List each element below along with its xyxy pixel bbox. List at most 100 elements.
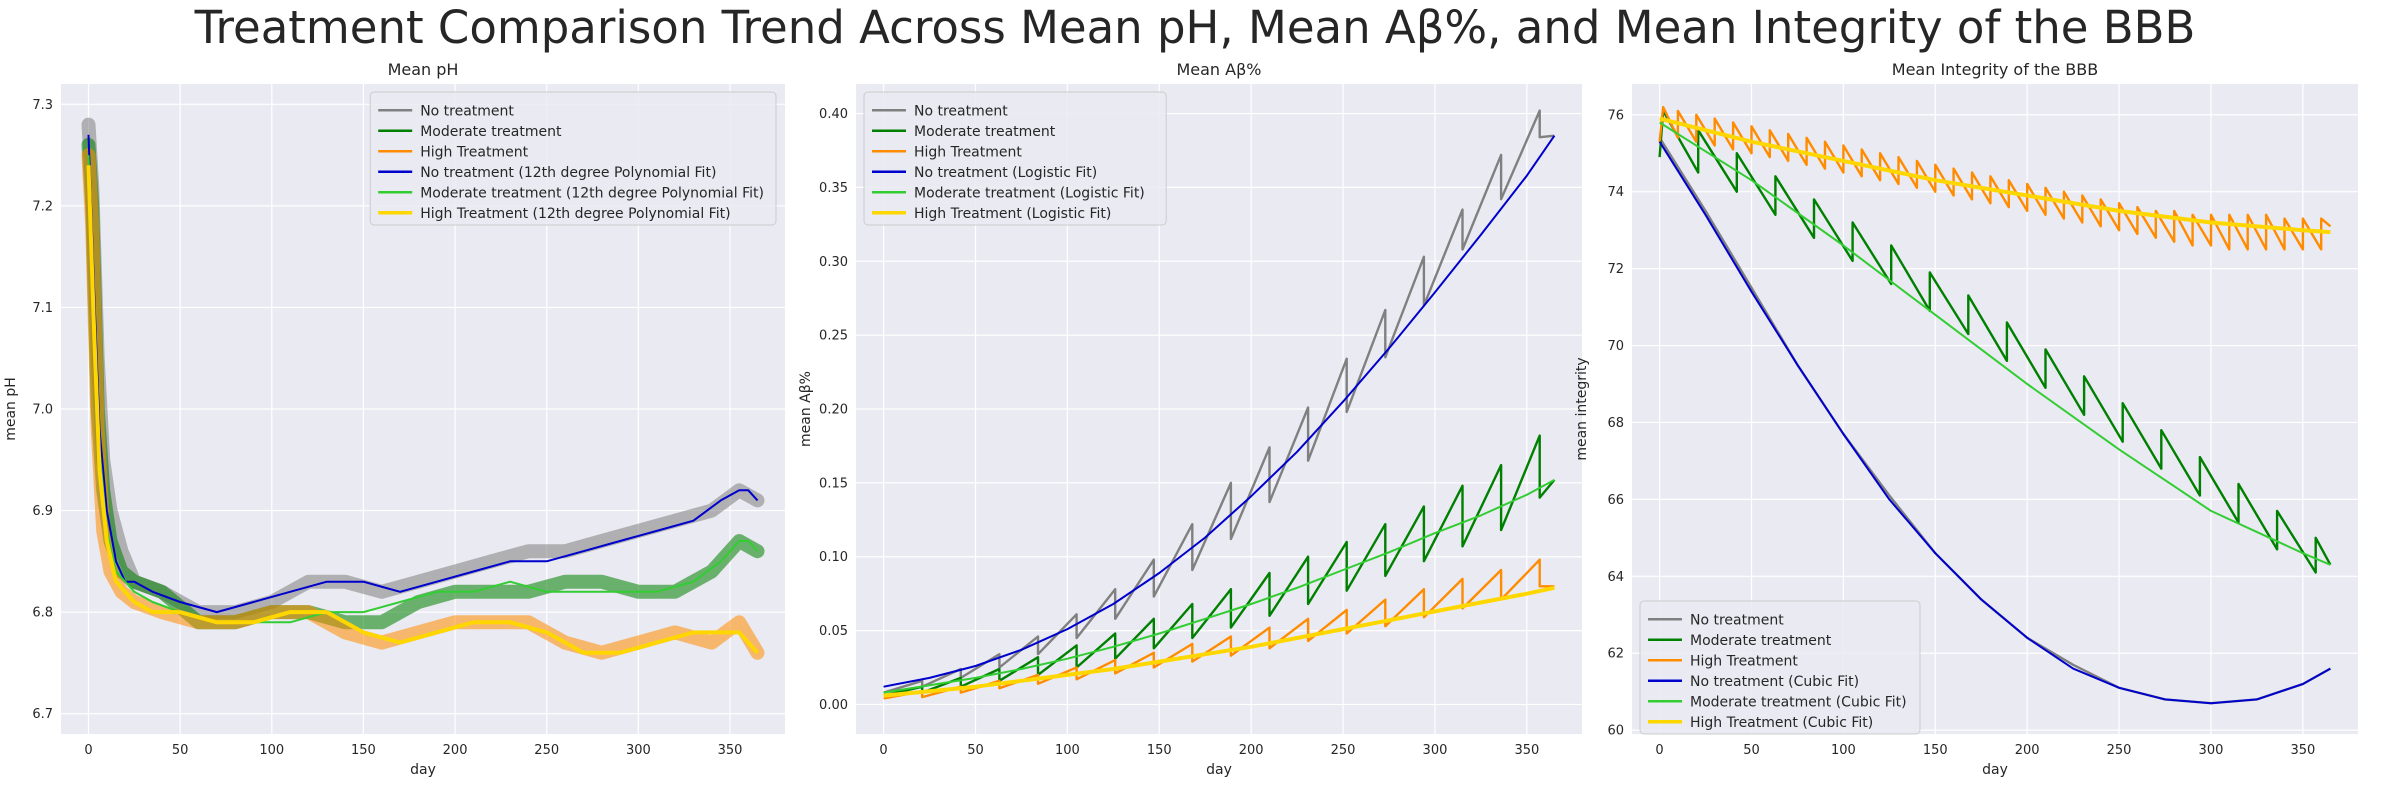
y-tick-label: 7.1 <box>32 301 53 316</box>
series-line-moderate-fit <box>87 155 759 624</box>
y-tick-label: 0.40 <box>819 107 848 122</box>
series-group <box>81 117 765 660</box>
x-tick-label: 150 <box>1147 743 1172 758</box>
panel-title: Mean pH <box>388 60 459 79</box>
legend-box <box>369 91 777 226</box>
x-tick-label: 50 <box>1743 743 1760 758</box>
x-tick-label: 350 <box>718 743 743 758</box>
x-tick-label: 300 <box>2199 743 2224 758</box>
y-tick-label: 76 <box>1607 108 1624 123</box>
legend-label: No treatment (12th degree Polynomial Fit… <box>420 165 716 181</box>
legend-label: No treatment <box>1690 612 1784 628</box>
x-tick-label: 200 <box>443 743 468 758</box>
x-tick-label: 150 <box>1923 743 1948 758</box>
y-tick-label: 66 <box>1607 493 1624 508</box>
x-tick-label: 200 <box>2015 743 2040 758</box>
legend-label: High Treatment (Logistic Fit) <box>914 206 1111 222</box>
y-tick-label: 0.05 <box>819 624 848 639</box>
legend-label: Moderate treatment <box>1690 633 1832 649</box>
y-tick-label: 0.25 <box>819 329 848 344</box>
y-tick-label: 0.30 <box>819 255 848 270</box>
panel-title: Mean Aβ% <box>1176 60 1261 79</box>
legend: No treatment Moderate treatment High Treat… <box>863 91 1167 226</box>
x-axis-label: day <box>1982 762 2008 778</box>
legend-label: Moderate treatment <box>420 124 562 140</box>
x-tick-label: 150 <box>351 743 376 758</box>
series-line-high-fit <box>86 165 759 655</box>
x-tick-label: 0 <box>1655 743 1663 758</box>
y-axis-label: mean Aβ% <box>798 371 814 447</box>
legend-label: No treatment <box>420 103 514 119</box>
x-tick-label: 300 <box>626 743 651 758</box>
legend: No treatment Moderate treatment High Treat… <box>369 91 777 226</box>
y-tick-label: 64 <box>1607 570 1624 585</box>
y-tick-label: 0.10 <box>819 550 848 565</box>
x-tick-label: 0 <box>879 743 887 758</box>
legend-box <box>863 91 1167 226</box>
x-tick-label: 350 <box>1514 743 1539 758</box>
series-line-high-treatment <box>81 148 765 660</box>
series-line-moderate-fit <box>883 479 1555 694</box>
legend-box <box>1639 600 1921 735</box>
x-tick-label: 250 <box>534 743 559 758</box>
chart-panel-1: 0 50 100 150 200 250 300 350 6.7 6.8 6.9 7.0 7.1 7.2 7… <box>3 60 785 778</box>
series-line-no-fit <box>1658 141 2331 705</box>
y-tick-label: 70 <box>1607 339 1624 354</box>
y-tick-label: 0.20 <box>819 403 848 418</box>
x-axis-label: day <box>410 762 436 778</box>
y-tick-label: 68 <box>1607 416 1624 431</box>
legend-label: Moderate treatment (Cubic Fit) <box>1690 694 1907 710</box>
chart-panel-3: 0 50 100 150 200 250 300 350 60 62 64 66 68 70 72 74 76 d… <box>1574 60 2358 778</box>
x-tick-label: 100 <box>1055 743 1080 758</box>
legend-label: High Treatment (Cubic Fit) <box>1690 715 1873 731</box>
series-line-high-fit <box>1659 116 2331 235</box>
series-line-high-fit <box>883 585 1555 698</box>
x-tick-label: 300 <box>1423 743 1448 758</box>
y-axis-label: mean integrity <box>1574 357 1590 460</box>
y-tick-label: 62 <box>1607 647 1624 662</box>
series-line-no-fit <box>87 134 759 614</box>
series-line-moderate-fit <box>1659 121 2331 566</box>
y-tick-label: 72 <box>1607 262 1624 277</box>
legend: No treatment Moderate treatment High Treat… <box>1639 600 1921 735</box>
legend-label: No treatment <box>914 103 1008 119</box>
y-tick-label: 0.15 <box>819 476 848 491</box>
y-tick-label: 6.8 <box>32 606 53 621</box>
y-tick-label: 0.35 <box>819 181 848 196</box>
x-tick-label: 50 <box>172 743 189 758</box>
series-line-moderate-treatment <box>883 434 1556 697</box>
x-tick-label: 0 <box>84 743 92 758</box>
legend-label: High Treatment (12th degree Polynomial F… <box>420 206 730 222</box>
series-line-high-treatment <box>1658 105 2332 251</box>
y-tick-label: 6.9 <box>32 504 53 519</box>
legend-label: High Treatment <box>914 144 1022 160</box>
y-tick-label: 7.3 <box>32 98 53 113</box>
legend-label: Moderate treatment <box>914 124 1056 140</box>
x-tick-label: 250 <box>1331 743 1356 758</box>
y-tick-label: 74 <box>1607 185 1624 200</box>
y-tick-label: 7.2 <box>32 199 53 214</box>
x-tick-label: 100 <box>259 743 284 758</box>
legend-label: No treatment (Cubic Fit) <box>1690 674 1859 690</box>
series-line-no-fit <box>883 135 1556 688</box>
figure-title: Treatment Comparison Trend Across Mean p… <box>194 1 2196 54</box>
y-axis-label: mean pH <box>3 377 19 441</box>
series-line-no-treatment <box>883 109 1555 694</box>
series-group <box>883 109 1556 700</box>
x-tick-label: 350 <box>2290 743 2315 758</box>
x-tick-label: 50 <box>967 743 984 758</box>
x-axis-label: day <box>1206 762 1232 778</box>
legend-label: Moderate treatment (12th degree Polynomi… <box>420 185 764 201</box>
y-tick-label: 60 <box>1607 724 1624 739</box>
legend-label: High Treatment <box>1690 653 1798 669</box>
legend-label: High Treatment <box>420 144 528 160</box>
series-group <box>1658 105 2332 705</box>
x-tick-label: 250 <box>2107 743 2132 758</box>
x-tick-label: 200 <box>1239 743 1264 758</box>
legend-label: No treatment (Logistic Fit) <box>914 165 1097 181</box>
panel-title: Mean Integrity of the BBB <box>1892 60 2098 79</box>
y-tick-label: 0.00 <box>819 698 848 713</box>
y-tick-label: 7.0 <box>32 403 53 418</box>
series-line-high-treatment <box>883 558 1555 700</box>
